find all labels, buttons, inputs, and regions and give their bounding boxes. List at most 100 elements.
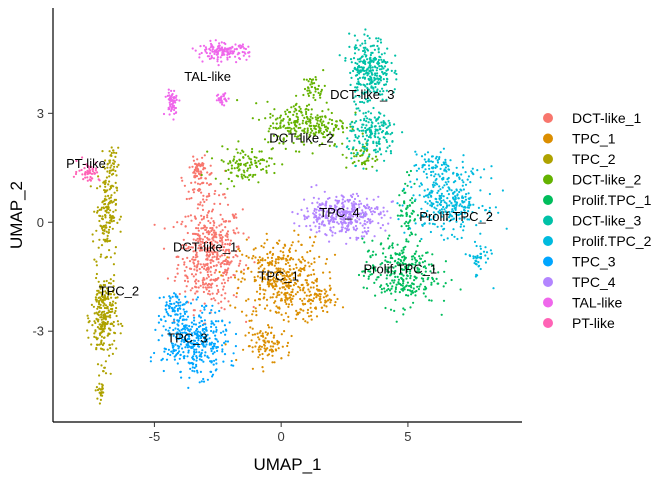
point <box>186 231 189 235</box>
point <box>354 164 357 168</box>
point <box>194 49 197 52</box>
point <box>366 34 369 38</box>
point <box>505 227 508 230</box>
point <box>210 56 214 59</box>
point <box>269 296 272 299</box>
point <box>163 350 166 353</box>
legend-item: PT-like <box>543 315 615 331</box>
point <box>349 125 352 128</box>
point <box>175 94 178 97</box>
point <box>259 259 262 262</box>
point <box>197 286 200 289</box>
point <box>361 231 364 234</box>
point <box>94 161 98 164</box>
point <box>467 192 470 195</box>
point <box>436 191 439 194</box>
point <box>318 297 321 300</box>
point <box>471 171 474 175</box>
point <box>223 281 226 284</box>
point <box>226 230 230 233</box>
point <box>484 246 487 249</box>
point <box>219 255 222 258</box>
series-Prolif.TPC_2 <box>396 147 508 290</box>
point <box>106 295 109 299</box>
point <box>209 250 212 253</box>
point <box>368 219 371 222</box>
point <box>101 225 105 229</box>
point <box>473 240 477 243</box>
point <box>356 89 359 92</box>
point <box>296 212 299 215</box>
point <box>109 301 112 304</box>
point <box>243 163 246 166</box>
point <box>245 264 248 267</box>
point <box>116 296 119 299</box>
point <box>261 332 264 335</box>
point <box>267 285 270 288</box>
point <box>388 289 392 292</box>
point <box>193 268 196 271</box>
point <box>106 348 109 351</box>
point <box>435 155 438 158</box>
point <box>252 310 255 313</box>
point <box>316 119 319 122</box>
point <box>250 161 253 164</box>
point <box>211 373 215 376</box>
point <box>246 167 250 170</box>
point <box>287 354 290 357</box>
point <box>331 212 335 215</box>
point <box>106 166 109 169</box>
point <box>282 138 285 141</box>
point <box>215 292 219 295</box>
point <box>275 122 278 125</box>
legend-label: DCT-like_2 <box>572 172 641 188</box>
point <box>464 198 468 201</box>
point <box>394 286 398 289</box>
point <box>250 339 253 342</box>
point <box>311 82 314 85</box>
point <box>479 252 482 255</box>
point <box>192 314 195 317</box>
series-DCT-like_3 <box>335 28 404 172</box>
point <box>377 222 380 225</box>
point <box>209 279 212 282</box>
point <box>375 278 378 281</box>
point <box>305 216 308 219</box>
point <box>225 263 228 266</box>
point <box>387 287 390 291</box>
point <box>162 247 166 250</box>
point <box>254 256 257 259</box>
point <box>265 298 269 301</box>
point <box>258 284 261 287</box>
point <box>355 153 358 156</box>
point <box>240 175 243 178</box>
point <box>109 278 112 281</box>
point <box>280 333 283 336</box>
point <box>364 62 367 66</box>
point <box>393 272 396 275</box>
point <box>230 171 233 174</box>
point <box>359 44 362 47</box>
point <box>384 266 387 269</box>
point <box>214 240 217 243</box>
point <box>452 217 455 220</box>
point <box>329 288 332 291</box>
point <box>184 346 187 349</box>
point <box>386 78 389 81</box>
point <box>352 200 355 203</box>
point <box>102 283 105 287</box>
point <box>360 91 364 94</box>
legend-label: DCT-like_1 <box>572 110 641 126</box>
point <box>395 320 398 323</box>
point <box>275 305 278 308</box>
point <box>274 271 277 274</box>
point <box>210 273 213 276</box>
point <box>269 279 272 282</box>
point <box>207 282 210 286</box>
point <box>364 42 367 45</box>
point <box>350 157 353 160</box>
point <box>221 103 224 106</box>
point <box>173 358 176 361</box>
point <box>367 66 370 69</box>
point <box>172 309 175 312</box>
